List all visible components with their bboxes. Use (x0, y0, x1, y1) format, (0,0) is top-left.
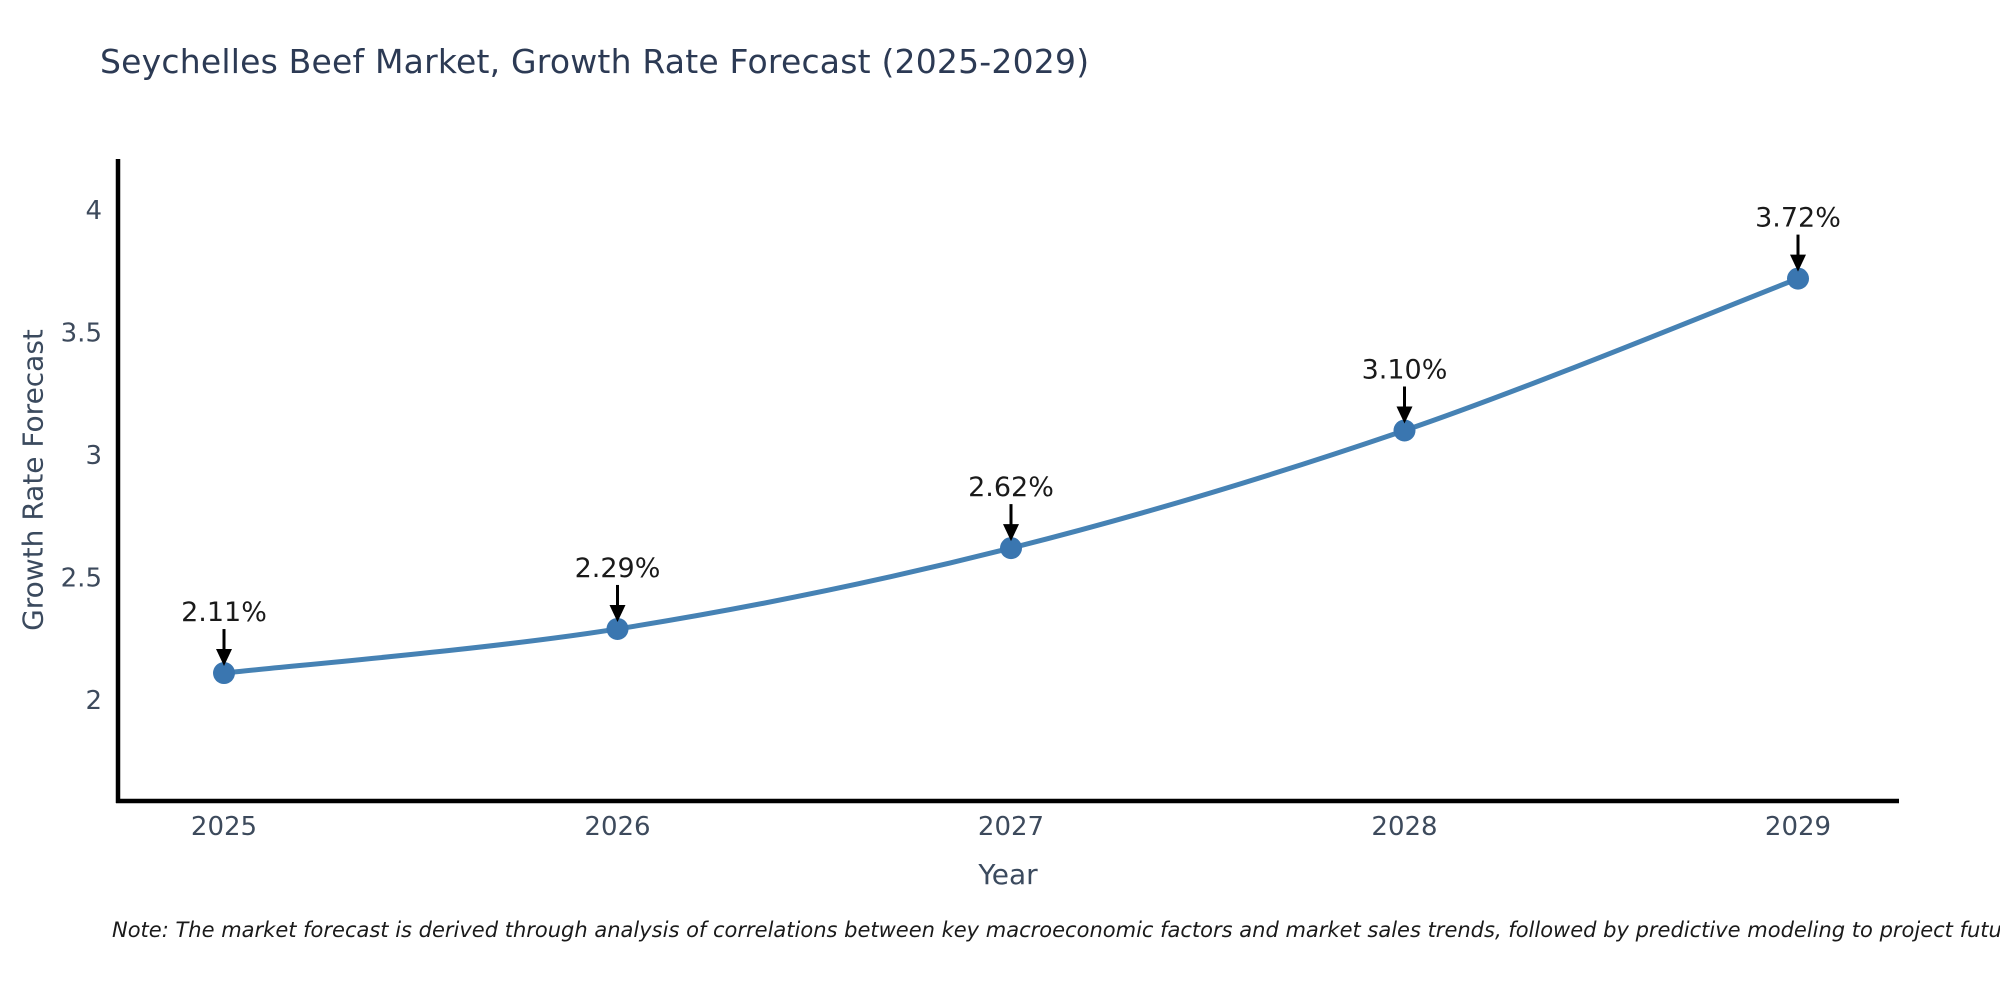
data-point-label: 2.11% (181, 597, 267, 628)
x-tick-label: 2025 (191, 812, 257, 842)
footnote: Note: The market forecast is derived thr… (112, 918, 2000, 942)
data-point-marker (1393, 419, 1416, 442)
data-point-marker (1787, 267, 1809, 290)
chart-title: Seychelles Beef Market, Growth Rate Fore… (100, 42, 1090, 81)
annotation-arrow-head (609, 604, 626, 622)
data-point-marker (1000, 537, 1022, 560)
data-point-label: 2.29% (575, 553, 661, 584)
annotation-arrow-head (216, 649, 232, 667)
y-tick-label: 3.5 (61, 319, 102, 349)
data-point-marker (213, 662, 235, 685)
data-point-marker (606, 617, 629, 640)
y-tick-label: 2 (85, 686, 102, 716)
y-tick-label: 3 (85, 441, 102, 471)
annotation-arrow-head (1396, 406, 1413, 424)
x-tick-label: 2026 (584, 812, 650, 842)
x-tick-label: 2029 (1765, 812, 1831, 842)
y-tick-label: 2.5 (61, 564, 102, 594)
data-point-label: 3.72% (1755, 203, 1841, 234)
data-point-label: 3.10% (1362, 355, 1448, 386)
annotation-arrow-head (1790, 254, 1806, 272)
x-tick-label: 2027 (978, 812, 1044, 842)
annotation-arrow-head (1003, 524, 1019, 542)
data-point-label: 2.62% (968, 472, 1054, 503)
x-axis-title: Year (978, 858, 1038, 891)
y-tick-label: 4 (85, 196, 102, 226)
x-tick-label: 2028 (1371, 812, 1437, 842)
